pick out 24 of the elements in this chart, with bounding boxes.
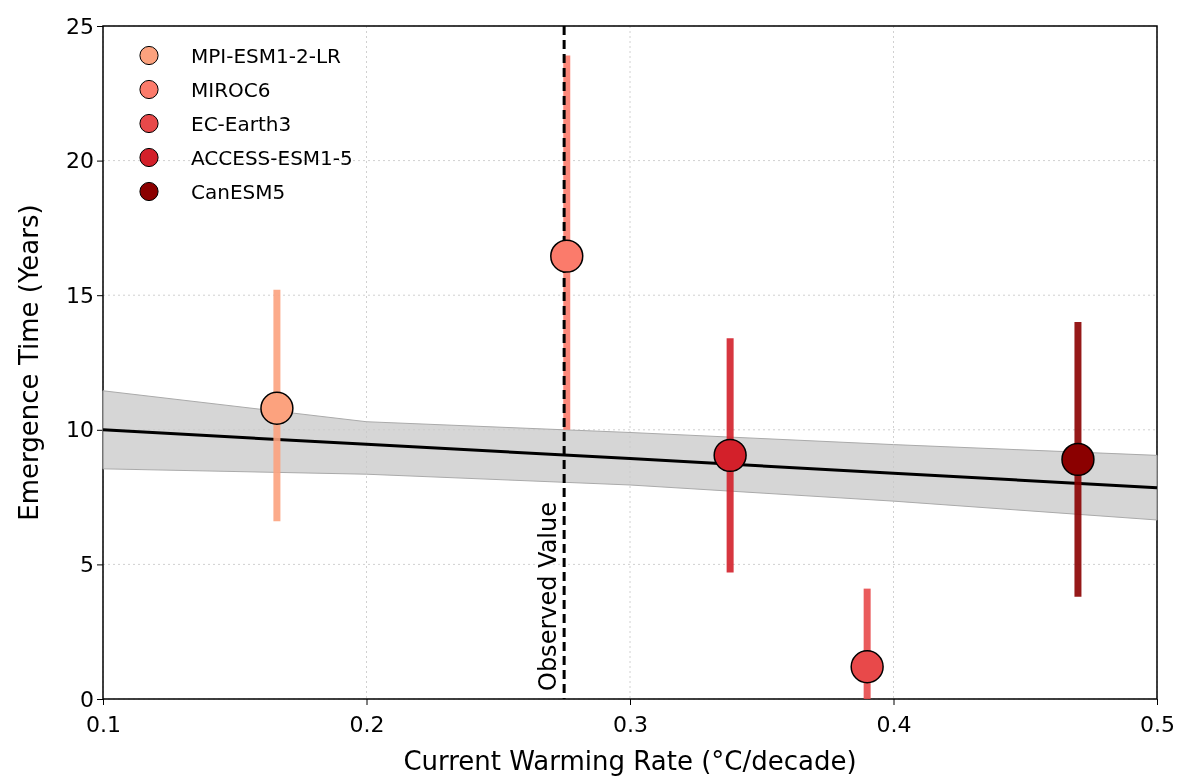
y-tick-label: 0: [80, 686, 94, 712]
legend-label: ACCESS-ESM1-5: [191, 146, 353, 170]
x-tick-label: 0.1: [86, 712, 121, 738]
x-tick-label: 0.3: [613, 712, 648, 738]
legend-label: CanESM5: [191, 180, 286, 204]
legend-label: MIROC6: [191, 78, 271, 102]
legend-label: EC-Earth3: [191, 112, 292, 136]
point: [713, 438, 747, 473]
point: [550, 239, 584, 273]
x-tick-label: 0.2: [349, 712, 385, 738]
y-tick-label: 20: [66, 148, 94, 174]
x-tick-label: 0.5: [1140, 712, 1175, 738]
point: [260, 391, 294, 425]
point: [1061, 442, 1095, 477]
y-tick-label: 25: [66, 13, 94, 39]
x-axis-title: Current Warming Rate (°C/decade): [403, 746, 857, 776]
y-axis-title: Emergence Time (Years): [14, 204, 44, 521]
x-tick-label: 0.4: [876, 712, 912, 738]
ref-line-label: Observed Value: [534, 502, 563, 691]
y-tick-label: 10: [66, 417, 94, 443]
y-tick-label: 15: [66, 282, 94, 308]
legend-label: MPI-ESM1-2-LR: [191, 44, 342, 68]
point: [850, 650, 884, 684]
y-tick-label: 5: [80, 551, 94, 577]
